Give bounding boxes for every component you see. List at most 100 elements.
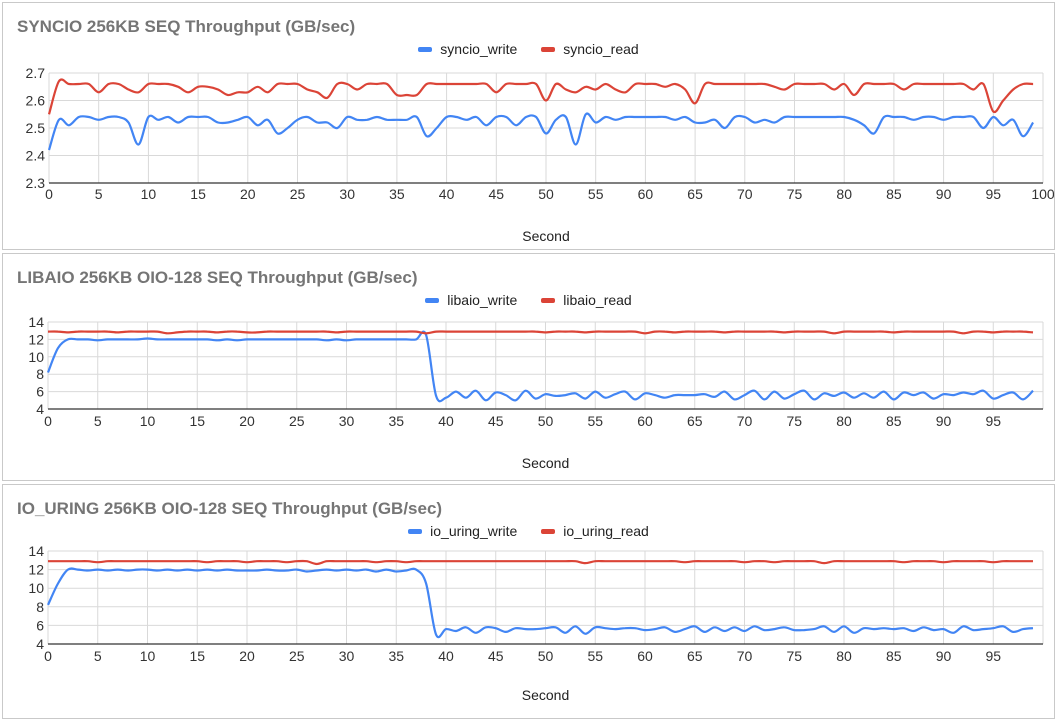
x-tick-label: 75 — [786, 413, 802, 429]
x-tick-label: 75 — [787, 186, 803, 202]
x-tick-label: 85 — [886, 413, 902, 429]
x-tick-label: 65 — [687, 413, 703, 429]
legend-swatch-read — [541, 297, 556, 303]
chart-title: SYNCIO 256KB SEQ Throughput (GB/sec) — [17, 17, 356, 36]
x-tick-label: 95 — [985, 413, 1001, 429]
x-tick-label: 90 — [936, 413, 952, 429]
y-tick-label: 12 — [28, 331, 44, 347]
y-tick-label: 8 — [36, 366, 44, 382]
legend-item-read: libaio_read — [541, 292, 632, 308]
x-tick-label: 55 — [587, 413, 603, 429]
x-tick-label: 0 — [44, 648, 52, 664]
y-tick-label: 2.7 — [26, 65, 46, 81]
series-line-libaio-read — [47, 330, 1034, 335]
x-tick-label: 45 — [489, 186, 505, 202]
x-tick-label: 5 — [94, 648, 102, 664]
x-tick-label: 5 — [95, 186, 103, 202]
series-line-syncio-read — [47, 78, 1034, 115]
chart-legend: syncio_write syncio_read — [3, 41, 1054, 57]
x-tick-label: 30 — [339, 186, 355, 202]
x-tick-label: 95 — [985, 648, 1001, 664]
x-tick-label: 95 — [986, 186, 1002, 202]
x-tick-label: 40 — [439, 186, 455, 202]
x-tick-label: 80 — [836, 648, 852, 664]
x-tick-label: 90 — [936, 186, 952, 202]
y-tick-label: 2.3 — [26, 175, 46, 191]
x-tick-label: 85 — [886, 186, 902, 202]
legend-label-read: syncio_read — [563, 41, 639, 57]
x-tick-label: 90 — [936, 648, 952, 664]
x-tick-label: 35 — [388, 413, 404, 429]
x-tick-label: 70 — [737, 186, 753, 202]
y-tick-label: 12 — [28, 562, 44, 578]
x-tick-label: 55 — [588, 186, 604, 202]
legend-swatch-write — [418, 46, 433, 52]
legend-label-read: libaio_read — [563, 292, 632, 308]
chart-legend: libaio_write libaio_read — [3, 292, 1054, 308]
x-tick-label: 70 — [737, 648, 753, 664]
y-tick-label: 10 — [28, 349, 44, 365]
chart-title: LIBAIO 256KB OIO-128 SEQ Throughput (GB/… — [17, 268, 418, 287]
legend-label-write: io_uring_write — [430, 523, 518, 539]
x-tick-label: 15 — [189, 648, 205, 664]
x-tick-label: 35 — [389, 186, 405, 202]
y-tick-label: 2.4 — [26, 148, 46, 164]
x-tick-label: 20 — [240, 186, 256, 202]
x-tick-label: 40 — [438, 648, 454, 664]
legend-label-read: io_uring_read — [563, 523, 649, 539]
legend-item-write: syncio_write — [418, 41, 517, 57]
legend-label-write: syncio_write — [440, 41, 518, 57]
x-tick-label: 50 — [538, 186, 554, 202]
chart-plot: 0 5 10 15 20 25 30 35 40 45 50 55 60 65 70 75 80 85 90 9546… — [28, 543, 1044, 703]
x-tick-label: 70 — [737, 413, 753, 429]
x-tick-label: 45 — [488, 413, 504, 429]
x-tick-label: 10 — [141, 186, 157, 202]
y-tick-label: 6 — [36, 617, 44, 633]
x-tick-label: 50 — [538, 413, 554, 429]
x-axis-label: Second — [522, 687, 569, 703]
y-tick-label: 14 — [28, 314, 44, 330]
legend-swatch-write — [408, 528, 423, 534]
libaio-chart-panel: LIBAIO 256KB OIO-128 SEQ Throughput (GB/… — [2, 253, 1055, 481]
x-axis-label: Second — [522, 228, 569, 244]
series-line-syncio-write — [47, 112, 1035, 151]
x-tick-label: 25 — [290, 186, 306, 202]
y-tick-label: 4 — [36, 401, 44, 417]
legend-swatch-read — [541, 46, 556, 52]
x-tick-label: 15 — [189, 413, 205, 429]
y-tick-label: 2.6 — [26, 93, 46, 109]
legend-item-write: io_uring_write — [408, 523, 517, 539]
x-tick-label: 20 — [239, 648, 255, 664]
x-tick-label: 60 — [638, 186, 654, 202]
y-tick-label: 6 — [36, 384, 44, 400]
y-tick-label: 4 — [36, 636, 44, 652]
x-tick-label: 50 — [538, 648, 554, 664]
x-tick-label: 5 — [94, 413, 102, 429]
y-tick-label: 14 — [28, 543, 44, 559]
x-tick-label: 0 — [44, 413, 52, 429]
x-tick-label: 10 — [140, 648, 156, 664]
x-tick-label: 30 — [339, 648, 355, 664]
x-tick-label: 75 — [786, 648, 802, 664]
legend-label-write: libaio_write — [447, 292, 518, 308]
x-tick-label: 0 — [45, 186, 53, 202]
x-tick-label: 10 — [140, 413, 156, 429]
x-tick-label: 15 — [190, 186, 206, 202]
x-tick-label: 20 — [239, 413, 255, 429]
y-tick-label: 2.5 — [26, 120, 46, 136]
x-tick-label: 25 — [289, 413, 305, 429]
x-tick-label: 55 — [587, 648, 603, 664]
syncio-chart-panel: SYNCIO 256KB SEQ Throughput (GB/sec) syn… — [2, 2, 1055, 250]
chart-title: IO_URING 256KB OIO-128 SEQ Throughput (G… — [17, 499, 443, 518]
x-tick-label: 60 — [637, 413, 653, 429]
y-tick-label: 10 — [28, 580, 44, 596]
legend-swatch-read — [541, 528, 556, 534]
x-tick-label: 60 — [637, 648, 653, 664]
io-uring-chart-panel: IO_URING 256KB OIO-128 SEQ Throughput (G… — [2, 484, 1055, 719]
x-tick-label: 35 — [388, 648, 404, 664]
x-tick-label: 40 — [438, 413, 454, 429]
legend-item-read: syncio_read — [541, 41, 639, 57]
chart-plot: 0 5 10 15 20 25 30 35 40 45 50 55 60 65 70 75 80 85 90 9546… — [28, 314, 1044, 471]
legend-swatch-write — [425, 297, 440, 303]
chart-plot: 0 5 10 15 20 25 30 35 40 45 50 55 60 65 70 75 80 85 90 95 10… — [26, 65, 1054, 244]
